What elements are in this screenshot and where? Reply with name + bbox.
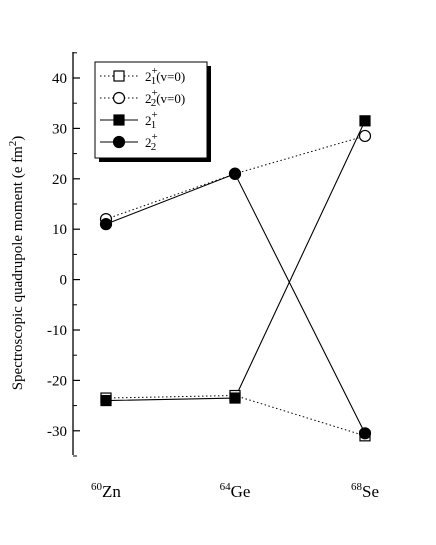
series-2-point bbox=[229, 392, 241, 404]
x-category-symbol: Se bbox=[362, 482, 379, 501]
series-3-point bbox=[99, 218, 113, 231]
legend-sup: + bbox=[152, 109, 158, 121]
x-category-mass: 60 bbox=[91, 481, 103, 493]
legend-marker bbox=[113, 70, 125, 82]
series-line-2 bbox=[105, 120, 366, 402]
legend-marker bbox=[112, 91, 126, 105]
legend-sub: 2 bbox=[151, 97, 157, 109]
legend-marker bbox=[112, 135, 126, 149]
y-tick-label: -10 bbox=[47, 323, 67, 339]
x-category-mass: 64 bbox=[220, 481, 232, 493]
legend-suffix: (v=0) bbox=[156, 69, 185, 84]
legend-entry-label: 2+ 2 bbox=[145, 131, 158, 153]
legend-name: 2 bbox=[145, 91, 152, 106]
legend-sup: + bbox=[152, 87, 158, 99]
legend-entry-label: 2+ 1(v=0) bbox=[145, 65, 185, 87]
legend-name: 2 bbox=[145, 113, 152, 128]
y-tick-label: 40 bbox=[52, 71, 67, 87]
y-axis-label: Spectroscopic quadrupole moment (e fm2) bbox=[7, 136, 26, 391]
legend: 2+ 1(v=0)2+ 2(v=0)2+ 12+ 2 bbox=[94, 61, 211, 162]
x-category-symbol: Zn bbox=[102, 482, 121, 501]
y-tick-label: 0 bbox=[60, 273, 68, 289]
series-2-point bbox=[100, 394, 112, 407]
legend-sub: 1 bbox=[151, 75, 157, 87]
legend-sup: + bbox=[152, 131, 158, 143]
x-category-symbol: Ge bbox=[231, 482, 251, 501]
y-axis-label-sup: 2 bbox=[7, 141, 19, 147]
legend-sub: 1 bbox=[151, 119, 157, 131]
y-tick-label: 10 bbox=[52, 222, 67, 238]
x-category-mass: 68 bbox=[351, 481, 363, 493]
series-3-point bbox=[358, 427, 372, 440]
legend-entry-label: 2+ 2(v=0) bbox=[145, 87, 185, 109]
legend-sup: + bbox=[152, 65, 158, 77]
y-tick-label: -20 bbox=[47, 373, 67, 389]
x-category-label: 60Zn bbox=[91, 481, 121, 501]
series-1-point bbox=[358, 129, 372, 143]
legend-entry-label: 2+ 1 bbox=[145, 109, 158, 131]
legend-sub: 2 bbox=[151, 141, 157, 153]
legend-suffix: (v=0) bbox=[156, 91, 185, 106]
legend-name: 2 bbox=[145, 69, 152, 84]
series-3-point bbox=[228, 167, 242, 180]
y-axis-label-text: Spectroscopic quadrupole moment (e fm bbox=[10, 146, 26, 390]
y-tick-label: -30 bbox=[47, 424, 67, 440]
x-category-label: 64Ge bbox=[220, 481, 251, 501]
series-2-point bbox=[359, 115, 371, 127]
axes: 40 30 20 10 0 -10 -20 -30 60Zn 64Ge 68Se bbox=[47, 52, 379, 501]
y-axis-label-close: ) bbox=[10, 136, 26, 141]
series-layer bbox=[99, 115, 372, 442]
legend-name: 2 bbox=[145, 135, 152, 150]
x-category-label: 68Se bbox=[351, 481, 379, 501]
legend-marker bbox=[113, 114, 125, 126]
y-tick-label: 30 bbox=[52, 121, 67, 137]
y-tick-label: 20 bbox=[52, 172, 67, 188]
